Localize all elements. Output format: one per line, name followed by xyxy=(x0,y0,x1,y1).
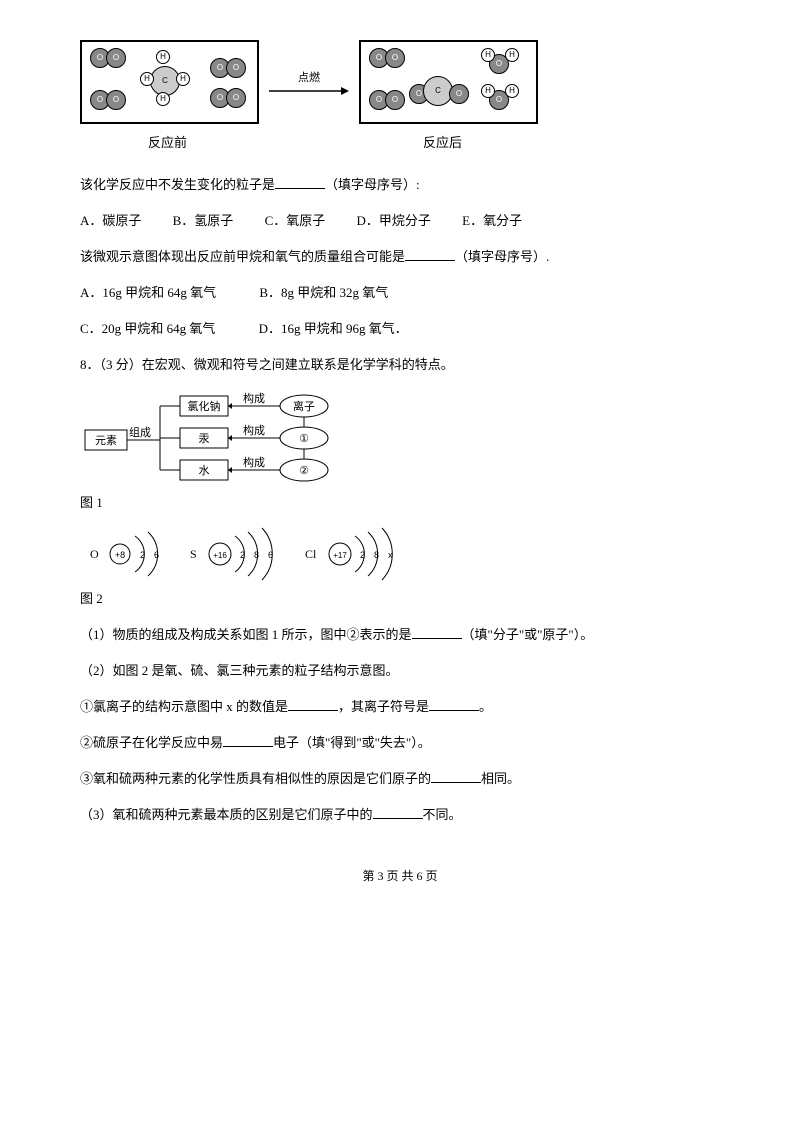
reaction-arrow: 点燃 xyxy=(269,67,349,97)
blank[interactable] xyxy=(412,624,462,639)
blank[interactable] xyxy=(405,246,455,261)
q8-p2-1-c: 。 xyxy=(479,699,492,714)
svg-text:x: x xyxy=(388,550,393,560)
svg-text:汞: 汞 xyxy=(199,433,210,445)
q8-p2-3-b: 相同。 xyxy=(481,771,520,786)
svg-text:+8: +8 xyxy=(115,550,125,560)
q8-p1: （1）物质的组成及构成关系如图 1 所示，图中②表示的是 （填"分子"或"原子"）… xyxy=(80,622,720,648)
opt: A．16g 甲烷和 64g 氧气 xyxy=(80,280,216,306)
svg-text:6: 6 xyxy=(154,550,159,560)
svg-text:S: S xyxy=(190,547,197,561)
svg-text:8: 8 xyxy=(254,550,259,560)
blank[interactable] xyxy=(373,804,423,819)
svg-text:2: 2 xyxy=(360,550,365,560)
opt: A．碳原子 xyxy=(80,208,141,234)
svg-text:8: 8 xyxy=(374,550,379,560)
svg-text:水: 水 xyxy=(199,464,210,477)
svg-text:2: 2 xyxy=(240,550,245,560)
q8-p2-1-b: ，其离子符号是 xyxy=(338,699,429,714)
q7-line2: 该微观示意图体现出反应前甲烷和氧气的质量组合可能是 （填字母序号）. xyxy=(80,244,720,270)
q7-line2-a: 该微观示意图体现出反应前甲烷和氧气的质量组合可能是 xyxy=(80,249,405,264)
fig1-label: 图 1 xyxy=(80,490,720,516)
q8-p3-b: 不同。 xyxy=(423,807,462,822)
svg-text:O: O xyxy=(90,547,99,561)
svg-text:组成: 组成 xyxy=(129,425,151,439)
reaction-before-box: O O O O C H H H H O O O O xyxy=(80,40,259,124)
q7-line1-b: （填字母序号）: xyxy=(325,177,420,192)
svg-text:Cl: Cl xyxy=(305,547,317,561)
q8-intro: 8．（3 分）在宏观、微观和符号之间建立联系是化学学科的特点。 xyxy=(80,352,720,378)
svg-text:构成: 构成 xyxy=(243,423,265,437)
q8-p2-3: ③氧和硫两种元素的化学性质具有相似性的原因是它们原子的 相同。 xyxy=(80,766,720,792)
opt: B．8g 甲烷和 32g 氧气 xyxy=(259,280,388,306)
opt: C．20g 甲烷和 64g 氧气 xyxy=(80,316,215,342)
before-label: 反应前 xyxy=(80,130,255,156)
svg-text:元素: 元素 xyxy=(95,434,117,447)
after-label: 反应后 xyxy=(355,130,530,156)
q8-p2-3-a: ③氧和硫两种元素的化学性质具有相似性的原因是它们原子的 xyxy=(80,771,431,786)
q8-p2-2: ②硫原子在化学反应中易 电子（填"得到"或"失去"）。 xyxy=(80,730,720,756)
q7-line1: 该化学反应中不发生变化的粒子是 （填字母序号）: xyxy=(80,172,720,198)
reaction-labels-row: 反应前 反应后 xyxy=(80,130,720,156)
q7-opts1: A．碳原子 B．氢原子 C．氧原子 D．甲烷分子 E．氧分子 xyxy=(80,208,720,234)
svg-text:6: 6 xyxy=(268,550,273,560)
q7-line2-b: （填字母序号）. xyxy=(455,249,549,264)
reaction-diagram: O O O O C H H H H O O O O 点燃 O xyxy=(80,40,720,124)
svg-text:+16: +16 xyxy=(213,551,227,560)
reaction-after-box: O O O C O O O O H H O H H xyxy=(359,40,538,124)
opt: B．氢原子 xyxy=(173,208,234,234)
svg-text:构成: 构成 xyxy=(243,455,265,469)
opt: D．甲烷分子 xyxy=(356,208,430,234)
page-footer: 第 3 页 共 6 页 xyxy=(80,864,720,888)
blank[interactable] xyxy=(223,732,273,747)
figure-1: 元素 组成 氯化钠 汞 水 构成 构成 构成 离子 xyxy=(80,388,720,488)
q8-p2: （2）如图 2 是氧、硫、氯三种元素的粒子结构示意图。 xyxy=(80,658,720,684)
q7-opts2-row1: A．16g 甲烷和 64g 氧气 B．8g 甲烷和 32g 氧气 xyxy=(80,280,720,306)
figure-2: O +8 2 6 S +16 2 8 6 Cl +17 2 8 xyxy=(80,524,720,584)
blank[interactable] xyxy=(429,696,479,711)
q8-p3: （3）氧和硫两种元素最本质的区别是它们原子中的 不同。 xyxy=(80,802,720,828)
q8-p2-2-a: ②硫原子在化学反应中易 xyxy=(80,735,223,750)
q8-p2-1-a: ①氯离子的结构示意图中 x 的数值是 xyxy=(80,699,288,714)
svg-text:②: ② xyxy=(299,465,309,477)
q7-line1-a: 该化学反应中不发生变化的粒子是 xyxy=(80,177,275,192)
opt: C．氧原子 xyxy=(265,208,326,234)
svg-text:2: 2 xyxy=(140,550,145,560)
svg-text:+17: +17 xyxy=(333,551,347,560)
svg-text:氯化钠: 氯化钠 xyxy=(188,399,221,413)
opt: D．16g 甲烷和 96g 氧气． xyxy=(259,316,408,342)
svg-text:①: ① xyxy=(299,433,309,445)
fig2-label: 图 2 xyxy=(80,586,720,612)
q7-opts2-row2: C．20g 甲烷和 64g 氧气 D．16g 甲烷和 96g 氧气． xyxy=(80,316,720,342)
opt: E．氧分子 xyxy=(462,208,522,234)
blank[interactable] xyxy=(288,696,338,711)
svg-text:构成: 构成 xyxy=(243,391,265,405)
q8-p2-1: ①氯离子的结构示意图中 x 的数值是 ，其离子符号是 。 xyxy=(80,694,720,720)
page-root: O O O O C H H H H O O O O 点燃 O xyxy=(0,0,800,918)
q8-p1-b: （填"分子"或"原子"）。 xyxy=(462,627,594,642)
blank[interactable] xyxy=(275,174,325,189)
q8-p2-2-b: 电子（填"得到"或"失去"）。 xyxy=(273,735,431,750)
q8-p3-a: （3）氧和硫两种元素最本质的区别是它们原子中的 xyxy=(80,807,373,822)
blank[interactable] xyxy=(431,768,481,783)
svg-text:离子: 离子 xyxy=(293,399,315,413)
q8-p1-a: （1）物质的组成及构成关系如图 1 所示，图中②表示的是 xyxy=(80,627,412,642)
